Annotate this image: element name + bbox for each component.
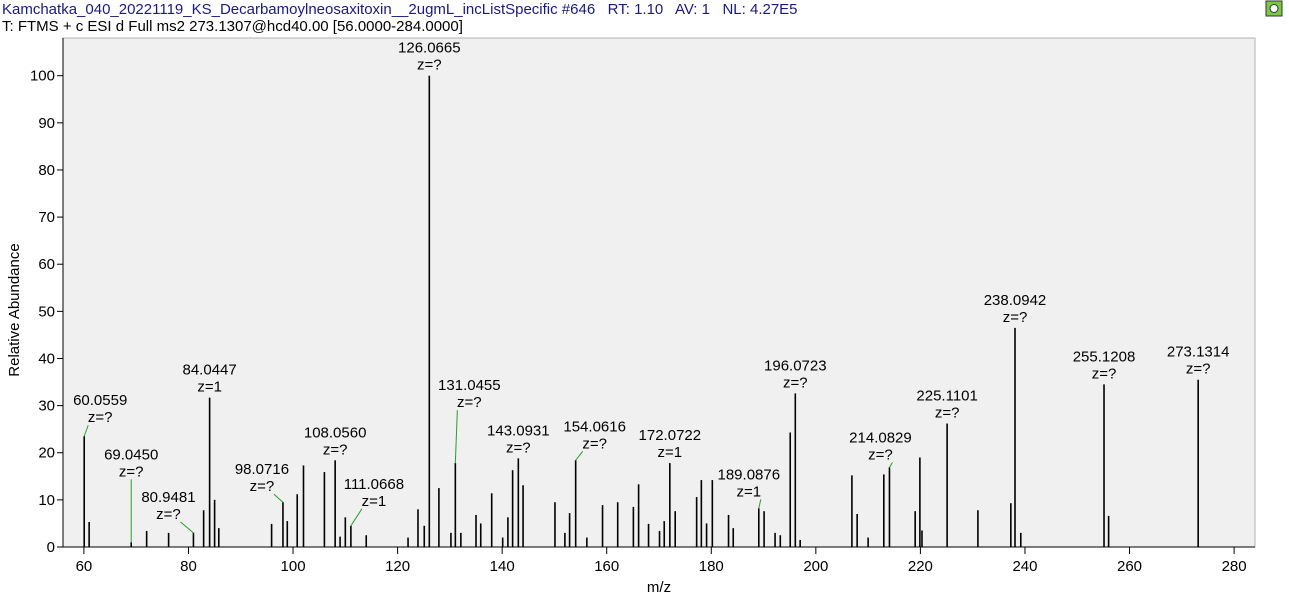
x-tick-label: 100 [281, 558, 306, 575]
peak-label: 214.0829 [849, 429, 912, 446]
charge-label: z=1 [658, 444, 683, 461]
x-axis-label: m/z [647, 579, 671, 596]
y-tick-label: 90 [38, 115, 55, 132]
charge-label: z=? [783, 374, 808, 391]
charge-label: z=1 [736, 483, 761, 500]
peak-label: 80.9481 [141, 489, 195, 506]
peak-label: 84.0447 [183, 362, 237, 379]
peak-label: 154.0616 [563, 418, 626, 435]
chart-subtitle: T: FTMS + c ESI d Full ms2 273.1307@hcd4… [2, 18, 463, 35]
y-tick-label: 40 [38, 350, 55, 367]
charge-label: z=? [935, 405, 960, 422]
x-tick-label: 60 [76, 558, 93, 575]
charge-label: z=? [417, 57, 442, 74]
x-tick-label: 280 [1222, 558, 1247, 575]
leader-line [758, 499, 762, 509]
charge-label: z=? [582, 435, 607, 452]
peak-label: 225.1101 [916, 388, 977, 405]
charge-label: z=? [506, 439, 531, 456]
peak-label: 111.0668 [344, 476, 404, 493]
peak-label: 255.1208 [1073, 348, 1136, 365]
leader-line [575, 450, 584, 461]
y-axis-label: Relative Abundance [6, 243, 23, 376]
x-tick-label: 160 [594, 558, 619, 575]
y-tick-label: 70 [38, 209, 55, 226]
y-tick-label: 0 [47, 539, 55, 556]
y-tick-label: 50 [38, 303, 55, 320]
x-tick-label: 180 [699, 558, 724, 575]
chart-title: Kamchatka_040_20221119_KS_Decarbamoylneo… [2, 1, 798, 18]
x-tick-label: 80 [180, 558, 197, 575]
charge-label: z=? [323, 441, 348, 458]
peak-label: 98.0716 [235, 461, 289, 478]
x-tick-label: 200 [803, 558, 828, 575]
peak-label: 69.0450 [104, 446, 158, 463]
charge-label: z=? [1092, 365, 1117, 382]
leader-line [273, 493, 284, 503]
charge-label: z=1 [197, 379, 222, 396]
y-tick-label: 100 [30, 68, 55, 85]
peak-label: 126.0665 [398, 40, 461, 57]
x-tick-label: 260 [1117, 558, 1142, 575]
leader-line [83, 425, 89, 437]
icon-dot[interactable] [1269, 4, 1279, 13]
charge-label: z=? [457, 394, 482, 411]
peak-label: 273.1314 [1167, 344, 1230, 361]
y-tick-label: 60 [38, 256, 55, 273]
leader-line [889, 462, 893, 468]
charge-label: z=? [88, 409, 113, 426]
peak-label: 143.0931 [487, 422, 550, 439]
charge-label: z=? [119, 463, 144, 480]
icon[interactable] [1265, 0, 1283, 17]
charge-label: z=? [156, 506, 181, 523]
charge-label: z=? [1186, 361, 1211, 378]
plot-area [62, 37, 1256, 548]
x-tick-label: 240 [1012, 558, 1037, 575]
peak-label: 189.0876 [718, 466, 781, 483]
peak-label: 238.0942 [984, 292, 1047, 309]
y-tick-label: 10 [38, 492, 55, 509]
x-tick-label: 140 [490, 558, 515, 575]
charge-label: z=? [250, 478, 275, 495]
x-tick-label: 120 [385, 558, 410, 575]
leader-line [350, 508, 363, 527]
x-tick-label: 220 [908, 558, 933, 575]
peak-label: 196.0723 [764, 357, 827, 374]
y-tick-label: 30 [38, 398, 55, 415]
charge-label: z=? [1003, 309, 1028, 326]
peak-label: 131.0455 [438, 377, 501, 394]
charge-label: z=1 [362, 493, 387, 510]
leader-line [454, 410, 458, 464]
leader-line [180, 521, 194, 534]
charge-label: z=? [868, 446, 893, 463]
peak-label: 60.0559 [73, 392, 127, 409]
y-tick-label: 80 [38, 162, 55, 179]
peak-label: 108.0560 [304, 424, 367, 441]
y-tick-label: 20 [38, 445, 55, 462]
peak-label: 172.0722 [639, 427, 702, 444]
